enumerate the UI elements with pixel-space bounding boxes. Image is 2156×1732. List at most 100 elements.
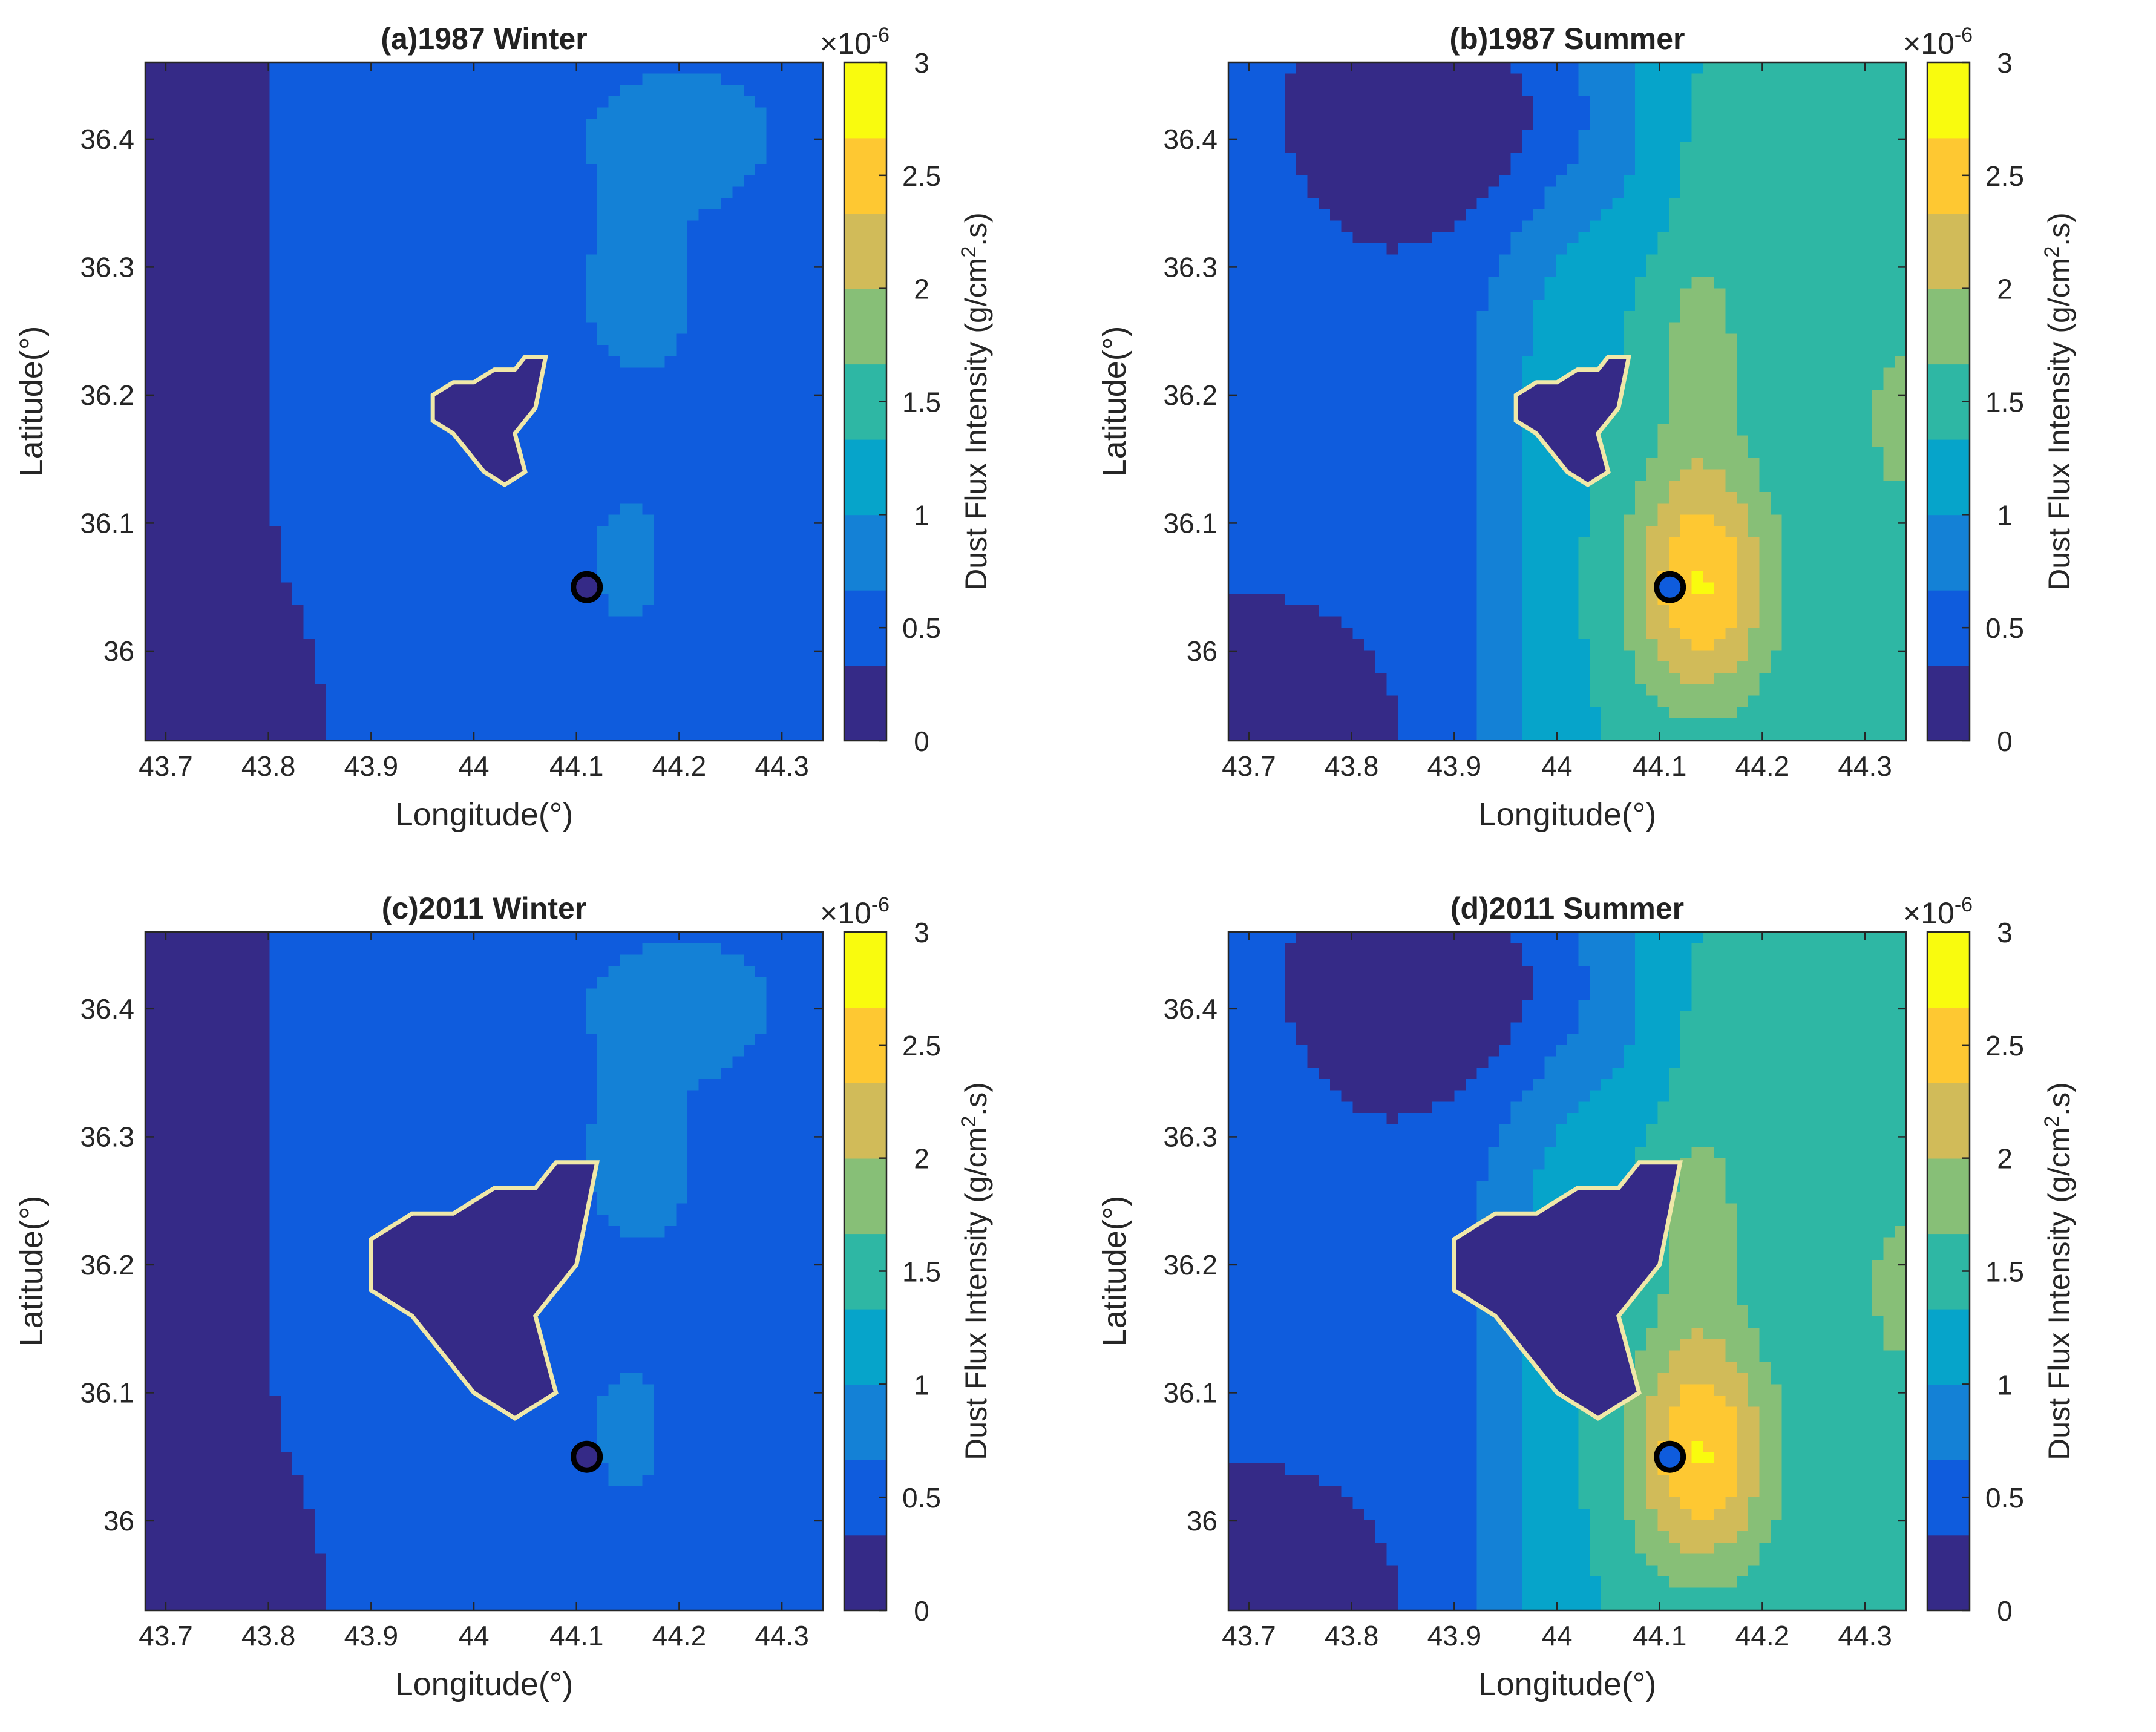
- heatmap-cell: [518, 503, 530, 515]
- heatmap-cell: [778, 130, 790, 142]
- heatmap-cell: [484, 560, 496, 572]
- heatmap-cell: [224, 594, 236, 606]
- heatmap-cell: [190, 107, 202, 119]
- heatmap-cell: [382, 435, 395, 447]
- heatmap-cell: [698, 85, 710, 97]
- heatmap-cell: [484, 220, 496, 232]
- heatmap-cell: [1804, 107, 1817, 119]
- heatmap-cell: [359, 718, 372, 730]
- heatmap-cell: [631, 571, 643, 583]
- heatmap-cell: [439, 492, 451, 504]
- heatmap-cell: [281, 153, 293, 165]
- heatmap-cell: [247, 492, 259, 504]
- heatmap-cell: [789, 503, 801, 515]
- heatmap-cell: [642, 390, 654, 402]
- heatmap-cell: [213, 186, 225, 198]
- heatmap-cell: [1827, 266, 1839, 278]
- heatmap-cell: [1714, 288, 1726, 300]
- heatmap-cell: [1251, 130, 1263, 142]
- heatmap-cell: [405, 707, 417, 719]
- heatmap-cell: [1612, 73, 1624, 85]
- heatmap-cell: [168, 424, 180, 436]
- y-tick-label: 36: [103, 635, 134, 667]
- heatmap-cell: [416, 232, 428, 244]
- heatmap-cell: [1804, 175, 1817, 188]
- heatmap-cell: [506, 638, 519, 651]
- heatmap-cell: [382, 537, 395, 549]
- heatmap-cell: [766, 379, 778, 391]
- heatmap-cell: [642, 379, 654, 391]
- heatmap-cell: [631, 345, 643, 357]
- heatmap-cell: [1815, 175, 1827, 188]
- heatmap-cell: [315, 672, 327, 685]
- heatmap-cell: [303, 333, 315, 346]
- heatmap-cell: [416, 220, 428, 232]
- heatmap-cell: [1737, 96, 1749, 108]
- heatmap-cell: [529, 481, 541, 493]
- heatmap-cell: [608, 107, 620, 119]
- heatmap-cell: [687, 311, 700, 323]
- heatmap-cell: [1499, 175, 1512, 188]
- heatmap-cell: [1432, 288, 1444, 300]
- heatmap-cell: [766, 729, 778, 741]
- heatmap-cell: [506, 322, 519, 334]
- heatmap-cell: [1364, 198, 1376, 210]
- heatmap-cell: [281, 628, 293, 640]
- heatmap-cell: [1352, 119, 1365, 131]
- heatmap-cell: [450, 628, 462, 640]
- heatmap-cell: [1827, 186, 1839, 198]
- heatmap-cell: [563, 537, 575, 549]
- heatmap-cell: [1398, 288, 1410, 300]
- heatmap-cell: [190, 73, 202, 85]
- heatmap-cell: [213, 447, 225, 459]
- heatmap-cell: [529, 447, 541, 459]
- heatmap-cell: [755, 458, 767, 470]
- heatmap-cell: [1578, 243, 1590, 255]
- heatmap-cell: [473, 526, 485, 538]
- heatmap-cell: [190, 390, 202, 402]
- heatmap-cell: [202, 672, 214, 685]
- heatmap-cell: [235, 119, 247, 131]
- heatmap-cell: [1398, 85, 1410, 97]
- heatmap-cell: [292, 266, 304, 278]
- heatmap-cell: [224, 186, 236, 198]
- heatmap-cell: [1454, 209, 1466, 221]
- heatmap-cell: [202, 458, 214, 470]
- heatmap-cell: [1646, 153, 1658, 165]
- heatmap-cell: [247, 672, 259, 685]
- heatmap-cell: [676, 209, 688, 221]
- heatmap-cell: [179, 401, 191, 413]
- heatmap-cell: [800, 424, 812, 436]
- heatmap-cell: [1556, 266, 1568, 278]
- heatmap-cell: [393, 413, 405, 425]
- heatmap-cell: [1567, 232, 1579, 244]
- heatmap-cell: [766, 322, 778, 334]
- heatmap-cell: [416, 571, 428, 583]
- heatmap-cell: [258, 62, 270, 74]
- heatmap-cell: [439, 300, 451, 312]
- heatmap-cell: [778, 582, 790, 594]
- heatmap-cell: [190, 379, 202, 391]
- heatmap-cell: [349, 560, 361, 572]
- heatmap-cell: [1771, 153, 1783, 165]
- heatmap-cell: [179, 220, 191, 232]
- heatmap-cell: [292, 107, 304, 119]
- heatmap-cell: [473, 220, 485, 232]
- heatmap-cell: [269, 695, 281, 707]
- heatmap-cell: [766, 413, 778, 425]
- heatmap-cell: [1533, 186, 1545, 198]
- heatmap-cell: [145, 186, 157, 198]
- heatmap-cell: [156, 379, 168, 391]
- heatmap-cell: [281, 684, 293, 696]
- heatmap-cell: [552, 447, 564, 459]
- heatmap-cell: [1691, 175, 1703, 188]
- heatmap-cell: [1228, 232, 1240, 244]
- heatmap-cell: [529, 130, 541, 142]
- heatmap-cell: [213, 616, 225, 628]
- heatmap-cell: [427, 164, 439, 176]
- heatmap-cell: [1476, 254, 1489, 266]
- heatmap-cell: [529, 503, 541, 515]
- heatmap-cell: [1883, 141, 1895, 154]
- heatmap-cell: [281, 107, 293, 119]
- heatmap-cell: [247, 130, 259, 142]
